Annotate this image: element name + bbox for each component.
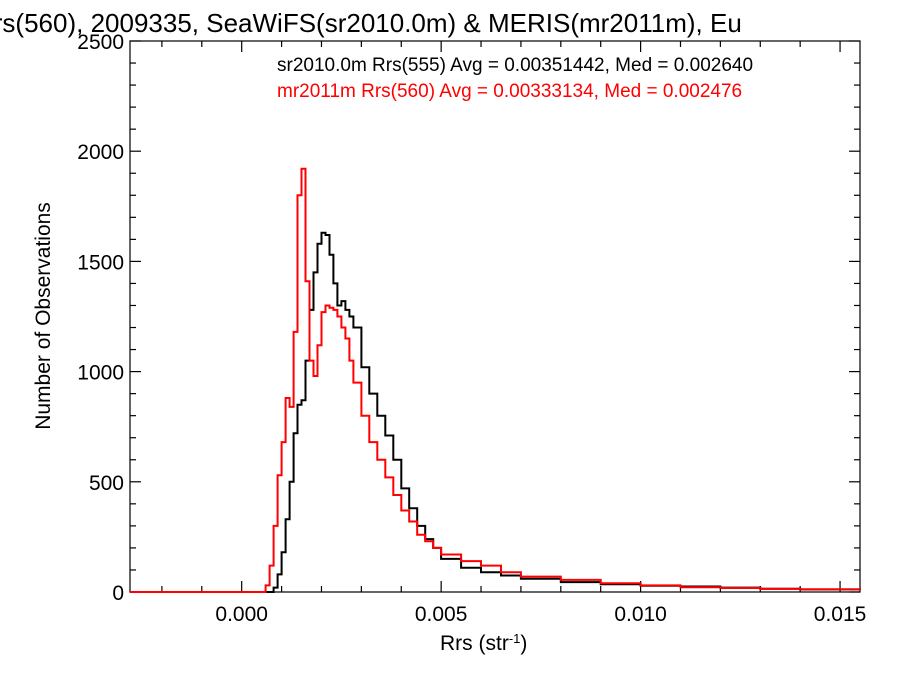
annotation-mr2011: mr2011m Rrs(560) Avg = 0.00333134, Med =… bbox=[277, 81, 742, 102]
plot-frame bbox=[129, 40, 861, 593]
annotation-sr2010: sr2010.0m Rrs(555) Avg = 0.00351442, Med… bbox=[277, 55, 753, 76]
y-tick-label: 1500 bbox=[77, 251, 124, 274]
x-axis-label-close: ) bbox=[520, 632, 527, 655]
y-tick-label: 0 bbox=[112, 582, 124, 605]
x-tick-labels: 0.000 0.005 0.010 0.015 bbox=[215, 603, 866, 626]
chart-title: Rrs(560), 2009335, SeaWiFS(sr2010.0m) & … bbox=[0, 8, 742, 38]
x-axis-label-main: Rrs (str bbox=[440, 632, 509, 655]
y-tick-label: 500 bbox=[89, 472, 124, 495]
x-tick-label: 0.000 bbox=[215, 603, 268, 626]
x-tick-label: 0.015 bbox=[814, 603, 867, 626]
y-tick-label: 2000 bbox=[77, 141, 124, 164]
y-tick-label: 2500 bbox=[77, 31, 124, 54]
x-axis-label-sup: -1 bbox=[509, 631, 521, 646]
y-tick-label: 1000 bbox=[77, 362, 124, 385]
series-layer bbox=[130, 167, 861, 593]
y-tick-labels: 0 500 1000 1500 2000 2500 bbox=[77, 31, 124, 605]
x-tick-label: 0.010 bbox=[614, 603, 667, 626]
x-axis-label: Rrs (str-1) bbox=[440, 631, 527, 656]
series-line-mr2011 bbox=[130, 167, 861, 593]
series-line-sr2010 bbox=[130, 231, 861, 593]
x-tick-label: 0.005 bbox=[415, 603, 468, 626]
axis-ticks bbox=[130, 40, 860, 593]
y-axis-label: Number of Observations bbox=[32, 202, 55, 430]
